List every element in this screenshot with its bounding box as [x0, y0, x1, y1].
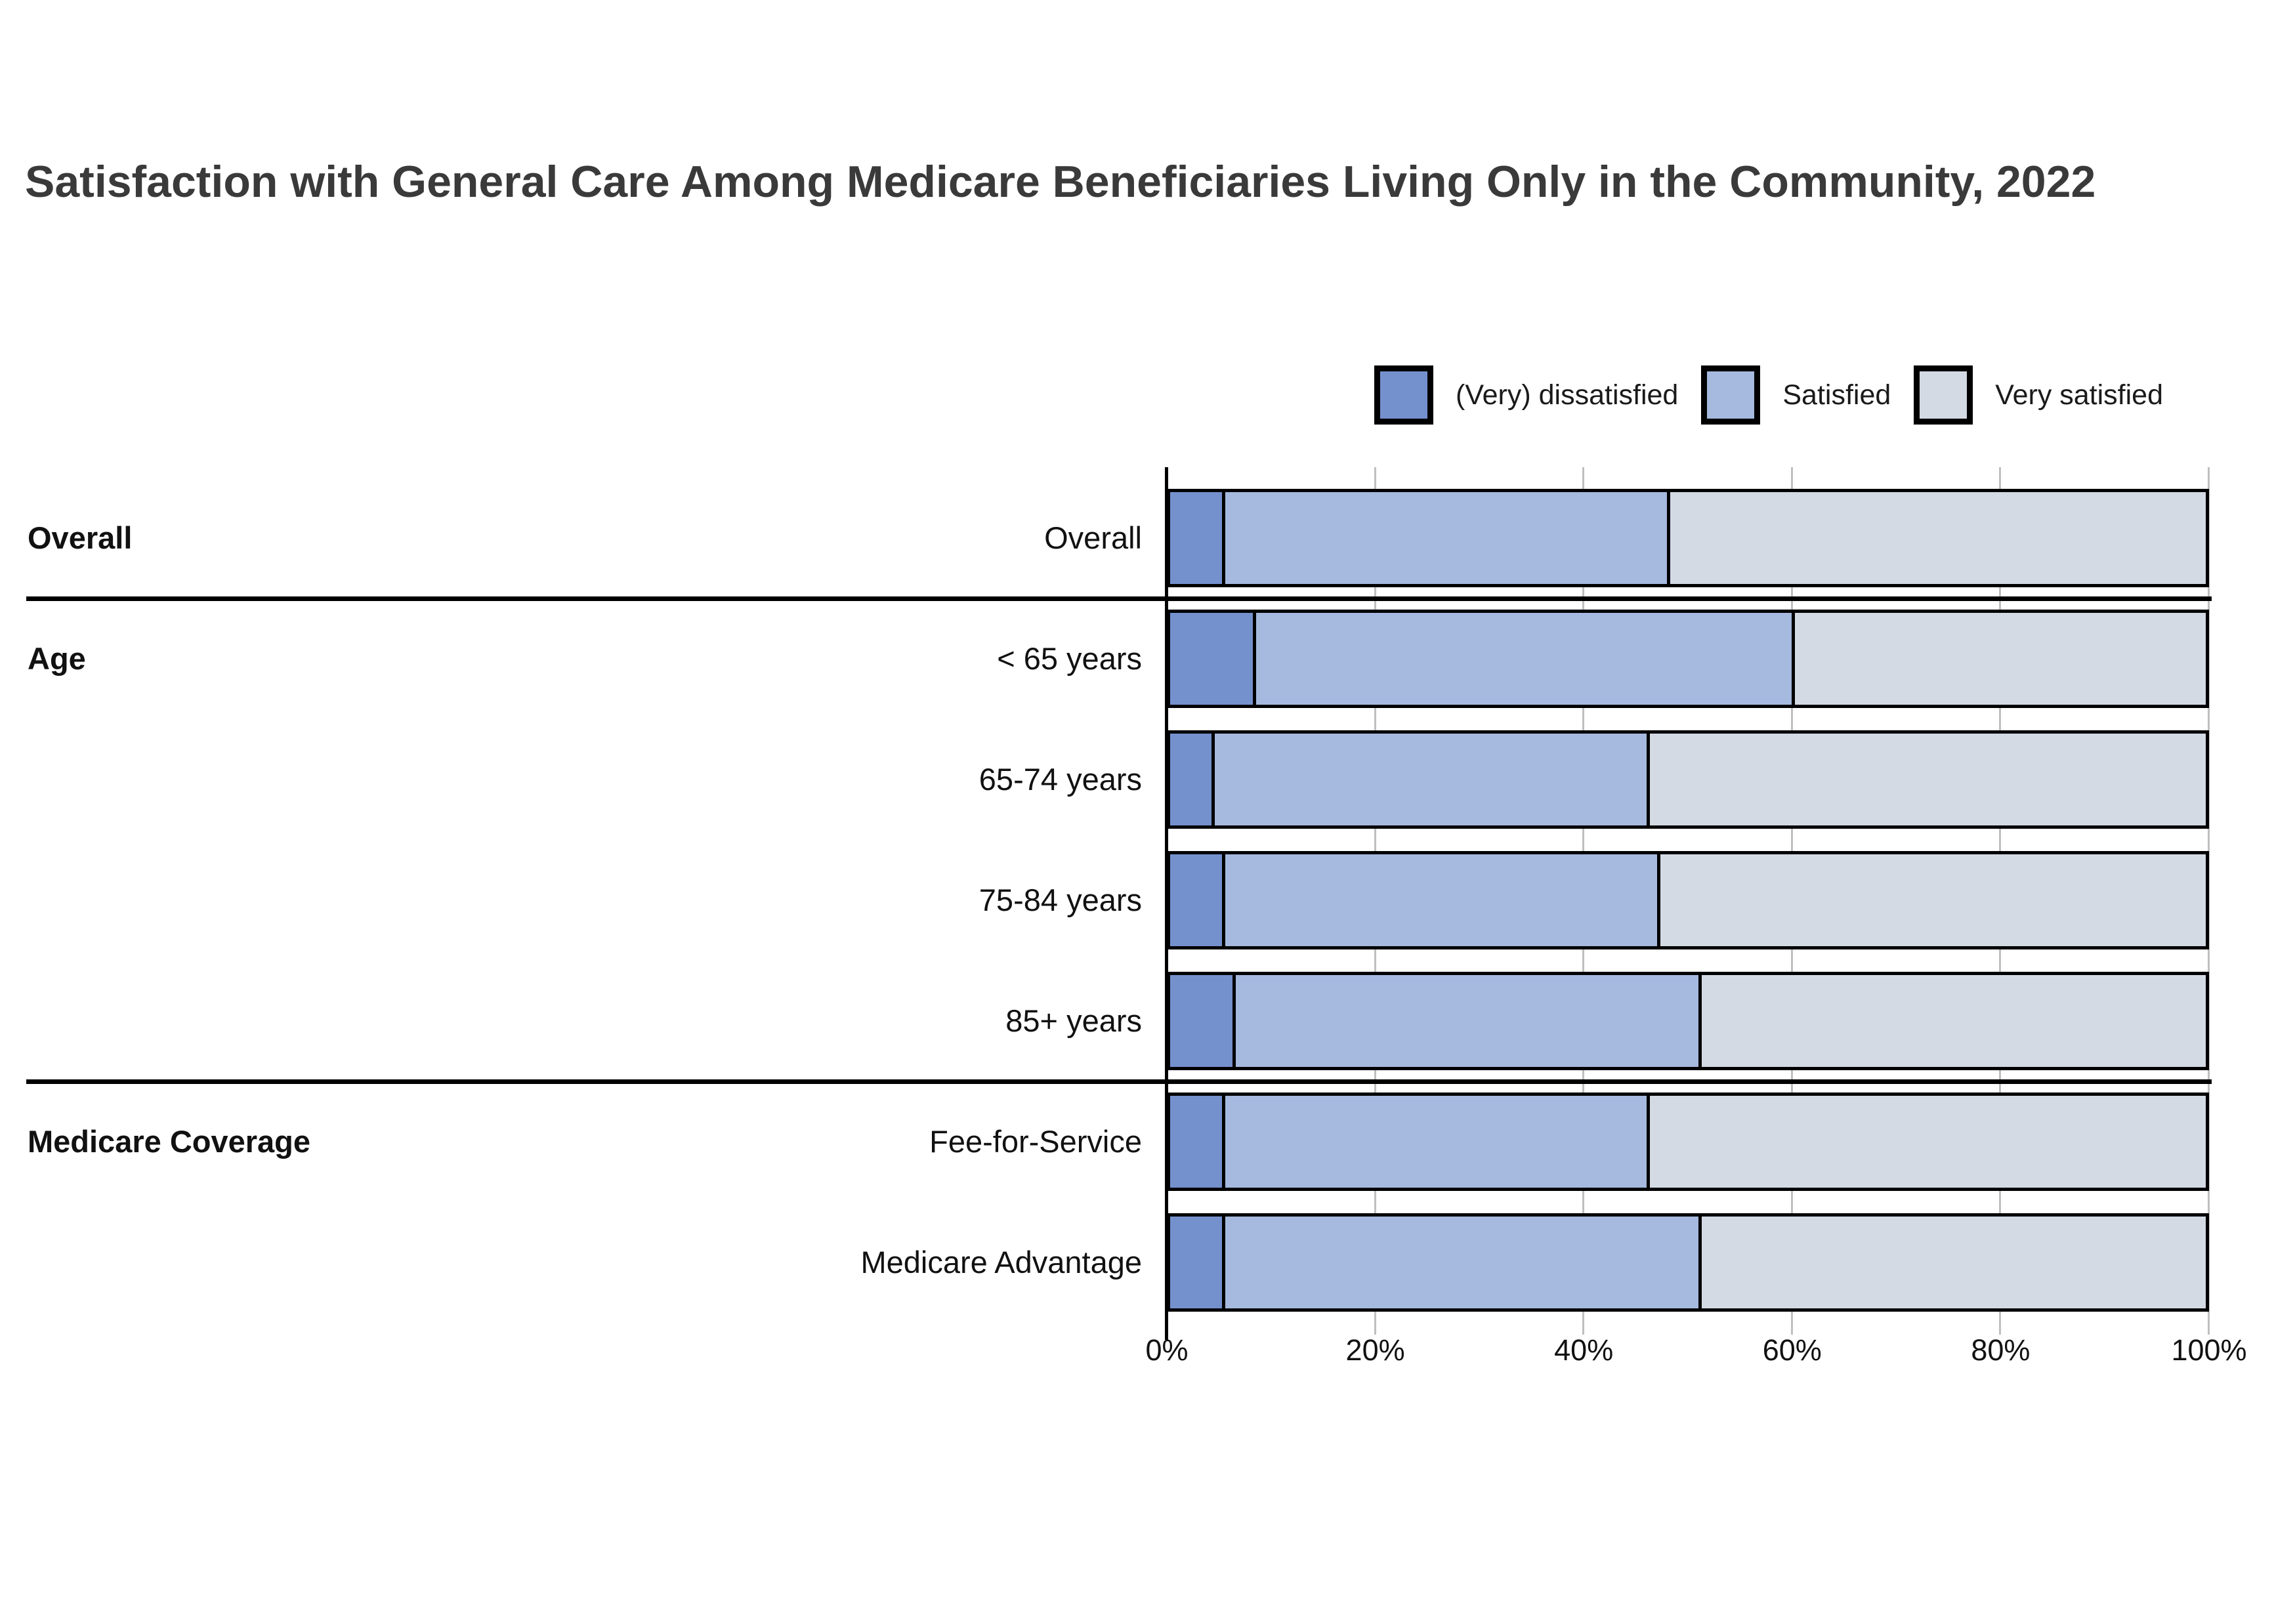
stacked-bar	[1167, 610, 2209, 708]
stacked-bar	[1167, 1093, 2209, 1191]
x-axis-label: 0%	[1145, 1333, 1189, 1367]
bar-segment-very-satisfied	[1656, 854, 2206, 946]
bar-segment-very-satisfied	[1667, 492, 2206, 584]
y-axis-line	[1165, 467, 1168, 1340]
section-divider	[26, 1079, 2212, 1084]
row-label: 65-74 years	[979, 762, 1142, 797]
x-axis-label: 100%	[2171, 1333, 2247, 1367]
stacked-bar	[1167, 730, 2209, 829]
bar-segment-dissatisfied	[1170, 1217, 1222, 1308]
bar-segment-very-satisfied	[1791, 613, 2206, 705]
bar-segment-very-satisfied	[1646, 734, 2206, 825]
legend-label: (Very) dissatisfied	[1456, 379, 1679, 411]
section-divider	[26, 596, 2212, 601]
bar-segment-very-satisfied	[1698, 975, 2206, 1067]
legend-item: Very satisfied	[1914, 365, 2163, 425]
row-label: Medicare Advantage	[860, 1245, 1142, 1280]
x-axis-label: 20%	[1345, 1333, 1405, 1367]
legend-swatch-icon	[1701, 365, 1761, 425]
bar-segment-dissatisfied	[1170, 1096, 1222, 1188]
legend-item: (Very) dissatisfied	[1374, 365, 1678, 425]
bar-segment-satisfied	[1211, 734, 1647, 825]
bar-segment-dissatisfied	[1170, 854, 1222, 946]
bar-segment-dissatisfied	[1170, 734, 1212, 825]
x-axis-label: 60%	[1762, 1333, 1822, 1367]
group-label-age: Age	[28, 641, 86, 676]
legend-label: Very satisfied	[1995, 379, 2164, 411]
bar-segment-dissatisfied	[1170, 975, 1232, 1067]
bar-segment-satisfied	[1221, 854, 1657, 946]
row-label: Overall	[1044, 520, 1142, 555]
bar-segment-dissatisfied	[1170, 613, 1253, 705]
stacked-bar	[1167, 851, 2209, 949]
legend-item: Satisfied	[1701, 365, 1891, 425]
row-label: 75-84 years	[979, 883, 1142, 917]
row-label: Fee-for-Service	[929, 1124, 1142, 1159]
row-label: 85+ years	[1005, 1003, 1142, 1038]
legend-swatch-icon	[1914, 365, 1973, 425]
x-axis-label: 40%	[1554, 1333, 1614, 1367]
legend-swatch-icon	[1374, 365, 1433, 425]
legend-label: Satisfied	[1782, 379, 1891, 411]
group-label-overall: Overall	[28, 520, 133, 555]
bar-segment-satisfied	[1221, 1096, 1647, 1188]
bar-segment-satisfied	[1253, 613, 1792, 705]
bar-segment-satisfied	[1221, 1217, 1698, 1308]
bar-segment-satisfied	[1232, 975, 1698, 1067]
bar-segment-very-satisfied	[1646, 1096, 2206, 1188]
group-label-medicare-coverage: Medicare Coverage	[28, 1124, 311, 1159]
row-label: < 65 years	[997, 641, 1142, 676]
stacked-bar	[1167, 1213, 2209, 1312]
page-title: Satisfaction with General Care Among Med…	[25, 157, 2096, 207]
stacked-bar	[1167, 972, 2209, 1070]
x-axis-label: 80%	[1971, 1333, 2031, 1367]
bar-segment-very-satisfied	[1698, 1217, 2206, 1308]
bar-segment-satisfied	[1221, 492, 1668, 584]
bar-segment-dissatisfied	[1170, 492, 1222, 584]
legend: (Very) dissatisfied Satisfied Very satisfi…	[1374, 365, 2163, 425]
stacked-bar	[1167, 489, 2209, 587]
